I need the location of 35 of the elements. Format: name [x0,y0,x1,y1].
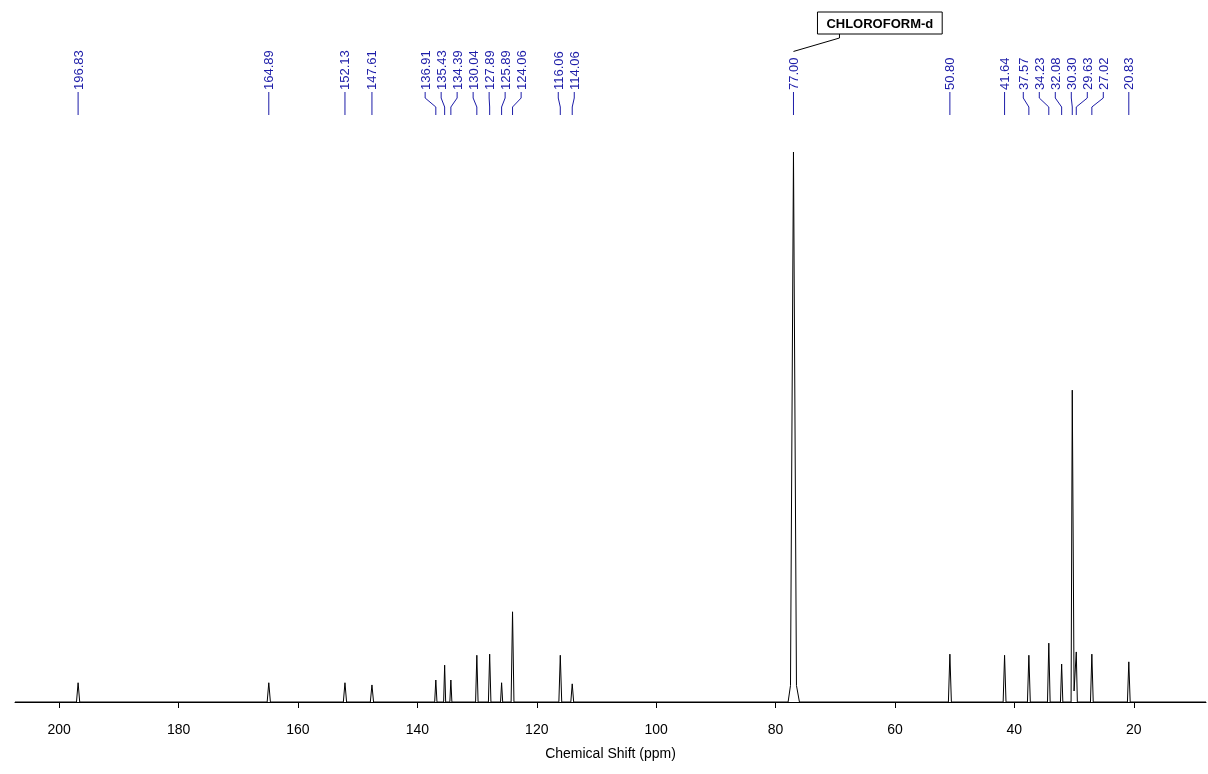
x-tick-label: 160 [286,721,310,737]
text: 41.64 [997,57,1013,90]
x-tick-label: 100 [644,721,669,737]
text: 152.13 [337,50,353,90]
text: 30.30 [1063,57,1079,90]
text: 124.06 [513,50,529,90]
text: 125.89 [497,50,513,90]
text: 37.57 [1015,57,1031,90]
text: 130.04 [465,50,481,90]
text: 34.23 [1031,57,1047,90]
text: 147.61 [364,50,380,90]
x-tick-label: 140 [405,721,430,737]
text: 27.02 [1095,57,1111,90]
text: 116.06 [550,51,566,90]
text: 136.91 [417,50,433,90]
x-tick-label: 200 [47,721,72,737]
text: 134.39 [449,50,465,90]
text: 135.43 [433,50,449,90]
x-tick-label: 180 [166,721,191,737]
text: 164.89 [261,50,277,90]
x-axis-title: Chemical Shift (ppm) [545,745,676,761]
text: 114.06 [566,51,582,90]
text: 20.83 [1121,57,1137,90]
x-tick-label: 40 [1006,721,1023,737]
text: 196.83 [70,50,86,90]
text: CHLOROFORM-d [826,15,934,31]
text: 32.08 [1047,57,1063,90]
text: 29.63 [1079,57,1095,90]
x-tick-label: 20 [1125,721,1142,737]
text: 127.89 [481,50,497,90]
text: 77.00 [785,57,801,90]
x-tick-label: 80 [767,721,784,737]
x-tick-label: 120 [525,721,549,737]
text: 50.80 [942,57,958,90]
x-tick-label: 60 [887,721,903,737]
